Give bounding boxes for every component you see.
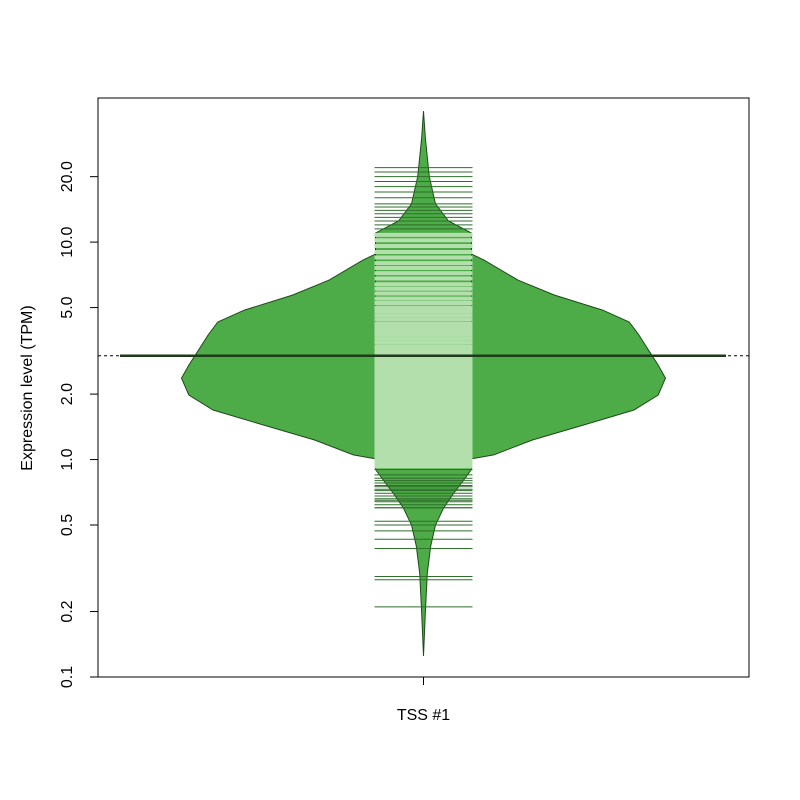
- bean-fill: [181, 232, 424, 468]
- y-tick-label: 0.1: [59, 666, 76, 688]
- y-tick-label: 10.0: [59, 226, 76, 257]
- bean-fill: [423, 232, 666, 468]
- plot-frame: [97, 97, 750, 678]
- y-tick-label: 20.0: [59, 161, 76, 192]
- y-tick-label: 0.5: [59, 514, 76, 536]
- x-tick-label: TSS #1: [397, 707, 450, 724]
- bean-outline: [423, 231, 667, 468]
- y-tick-label: 1.0: [59, 448, 76, 470]
- y-axis-label: Expression level (TPM): [19, 305, 36, 470]
- y-tick-label: 2.0: [59, 383, 76, 405]
- y-tick-label: 0.2: [59, 600, 76, 622]
- y-tick-label: 5.0: [59, 296, 76, 318]
- bean-outline: [180, 231, 424, 468]
